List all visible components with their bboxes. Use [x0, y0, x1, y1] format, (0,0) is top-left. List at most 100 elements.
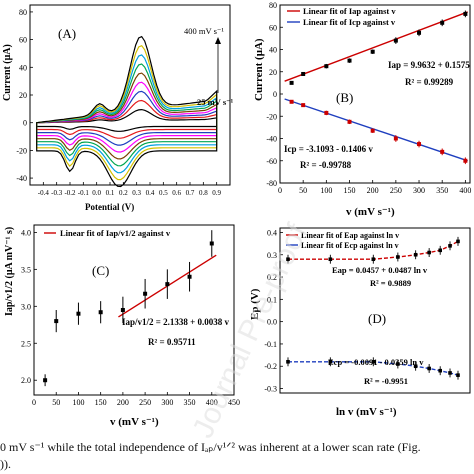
caption-line-2: )).: [0, 457, 11, 471]
panel-c-x-tick-label: 150: [95, 398, 107, 407]
panel-d-point-ecp: [456, 373, 460, 377]
panel-c-point: [54, 319, 59, 324]
panel-d-point-ecp: [396, 362, 400, 366]
panel-a-y-tick-label: 0: [23, 119, 27, 128]
panel-c-y-tick-label: 2.5: [21, 339, 31, 348]
panel-b-x-tick-label: 0: [278, 186, 282, 195]
panel-d-point-eap: [438, 248, 443, 253]
panel-b-point-icp: [393, 136, 398, 141]
panel-d-point-ecp: [448, 371, 452, 375]
panel-c-x-tick-label: 450: [228, 398, 240, 407]
panel-b-point-iap: [324, 64, 329, 69]
panel-d-point-eap: [427, 250, 431, 255]
panel-a-cyclic-voltammogram: -40 -20 0 20 40 60 80 -0.4 -0.3 -0.2 -0.1 0.0 0.1 0.…: [2, 4, 234, 212]
panel-d-y-tick-label: -0.1: [264, 340, 277, 349]
panel-b-x-tick-label: 50: [299, 186, 307, 195]
panel-d-y-tick-label: 0.4: [267, 228, 277, 237]
panel-d-legend-ecp: Linear fit of Ecp against ln v: [301, 241, 399, 250]
panel-b-x-tick-label: 150: [344, 186, 356, 195]
panel-b-eq-icp: Icp = -3.1093 - 0.1406 v: [284, 144, 373, 154]
panel-c-y-tick-label: 2.0: [21, 376, 31, 385]
panel-d-point-eap: [371, 257, 376, 262]
panel-b-frame: [279, 4, 471, 184]
panel-c-y-tick-label: 3.5: [21, 265, 31, 274]
panel-d-y-tick-label: 0.3: [267, 251, 277, 260]
panel-b-point-icp: [370, 128, 375, 133]
panel-d-point-ecp: [328, 359, 333, 364]
panel-a-arrowhead: [215, 37, 221, 44]
panel-b-legend-iap: Linear fit of Iap against v: [303, 6, 396, 16]
panel-b-point-icp: [347, 119, 352, 124]
panel-b-y-tick-label: 60: [269, 23, 277, 32]
panel-a-x-tick-label: -0.4: [38, 189, 50, 197]
panel-b-y-tick-label: -40: [266, 135, 277, 144]
panel-a-x-tick-label: -0.1: [78, 189, 90, 197]
panel-a-x-tick-label: 0.1: [106, 189, 115, 197]
panel-d-frame: [279, 227, 471, 394]
panel-b-point-iap: [417, 30, 422, 35]
panel-d-ylabel: Ep (V): [249, 288, 261, 320]
panel-b-y-tick-label: -80: [266, 179, 277, 188]
panel-c-y-tick-label: 4.0: [21, 228, 31, 237]
panel-c-point: [120, 308, 125, 312]
panel-a-y-tick-label: 40: [19, 63, 27, 72]
panel-a-annotation-high: 400 mV s⁻¹: [184, 26, 224, 36]
panel-b-x-tick-label: 350: [436, 186, 448, 195]
panel-b-y-tick-label: -20: [266, 112, 277, 121]
panel-d-y-tick-label: 0.0: [267, 318, 277, 327]
panel-a-x-tick-label: 0.6: [172, 189, 181, 197]
panel-c-point: [165, 282, 170, 287]
panel-b-r2-iap: R² = 0.99289: [405, 77, 454, 87]
panel-b-point-iap: [393, 38, 398, 43]
panel-c-frame: [33, 224, 235, 396]
panel-d-point-eap: [413, 252, 418, 257]
panel-b-fit-icp: [284, 98, 468, 162]
panel-c-point: [143, 291, 148, 296]
panel-d-point-eap: [456, 239, 460, 244]
panel-b-y-tick-label: 20: [269, 68, 277, 77]
panel-d-r2-eap: R² = 0.9889: [370, 278, 411, 288]
panel-b-point-icp: [289, 99, 294, 104]
panel-d-peak-potential-vs-lnv: -0.3 -0.2 -0.1 0.0 0.1 0.2 0.3 0.4 Linear fit o…: [249, 227, 471, 418]
panel-c-point: [187, 274, 192, 279]
panel-a-label: (A): [58, 26, 76, 41]
panel-b-x-tick-label: 200: [367, 186, 379, 195]
panel-b-point-icp: [301, 103, 306, 108]
panel-c-x-tick-label: 350: [184, 398, 196, 407]
panel-b-point-icp: [324, 110, 329, 115]
panel-a-x-tick-label: 0.3: [132, 189, 141, 197]
panel-a-annotation-low: 25 mV s⁻¹: [197, 97, 234, 107]
panel-b-fit-iap: [284, 11, 468, 82]
panel-d-r2-ecp: R² = -0.9951: [364, 376, 408, 386]
panel-b-point-iap: [347, 58, 352, 63]
panel-a-y-tick-label: -40: [16, 174, 27, 183]
panel-a-x-tick-label: 0.4: [146, 189, 155, 197]
panel-c-point: [209, 241, 214, 246]
panel-d-xlabel: ln v (mV s⁻¹): [336, 406, 397, 418]
panel-c-normalized-current: 2.0 2.5 3.0 3.5 4.0 0 50 100 150 200 250 300 350 400…: [4, 224, 240, 428]
panel-d-point-eap: [396, 255, 400, 259]
panel-b-legend-icp: Linear fit of Icp against v: [303, 17, 396, 27]
panel-b-eq-iap: Iap = 9.9632 + 0.1575: [388, 60, 470, 70]
panel-c-x-tick-label: 200: [117, 398, 129, 407]
panel-b-point-iap: [289, 80, 294, 85]
panel-b-x-tick-label: 100: [320, 186, 332, 195]
panel-d-label: (D): [368, 311, 386, 326]
panel-b-point-icp: [440, 149, 445, 154]
panel-d-eq-eap: Eap = 0.0457 + 0.0487 ln v: [332, 265, 428, 275]
panel-b-point-iap: [301, 71, 306, 76]
panel-a-x-tick-label: 0.7: [186, 189, 195, 197]
panel-a-x-tick-label: 0.8: [199, 189, 208, 197]
panel-a-y-tick-label: 60: [19, 36, 27, 45]
panel-d-point-eap: [448, 244, 452, 248]
panel-d-point-ecp: [413, 364, 418, 369]
panel-b-point-icp: [463, 158, 468, 163]
panel-c-x-tick-label: 400: [206, 398, 218, 407]
panel-b-point-iap: [440, 20, 445, 25]
panel-b-x-tick-label: 400: [459, 186, 471, 195]
panel-b-label: (B): [336, 90, 353, 105]
panel-d-point-eap: [286, 257, 290, 262]
panel-d-point-eap: [328, 257, 333, 262]
panel-c-point: [98, 310, 103, 315]
panel-c-point: [76, 311, 81, 316]
